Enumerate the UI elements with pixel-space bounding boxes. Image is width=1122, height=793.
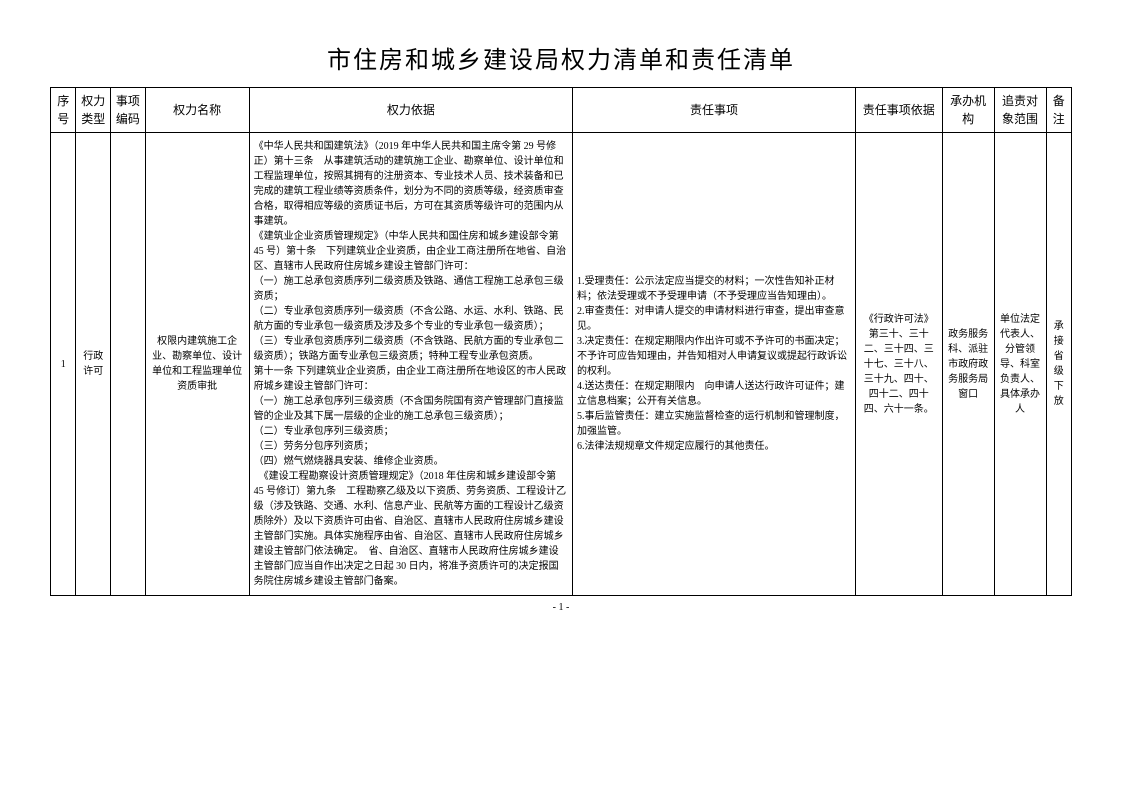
page-number: - 1 - — [50, 602, 1072, 613]
col-header-code: 事项编码 — [111, 88, 146, 133]
col-header-agency: 承办机构 — [942, 88, 994, 133]
cell-name: 权限内建筑施工企业、勘察单位、设计单位和工程监理单位资质审批 — [145, 133, 249, 596]
power-list-table: 序号 权力类型 事项编码 权力名称 权力依据 责任事项 责任事项依据 承办机构 … — [50, 87, 1072, 596]
col-header-duty: 责任事项 — [573, 88, 856, 133]
col-header-duty-basis: 责任事项依据 — [855, 88, 942, 133]
cell-agency: 政务服务科、派驻市政府政务服务局窗口 — [942, 133, 994, 596]
col-header-scope: 追责对象范围 — [994, 88, 1046, 133]
table-header-row: 序号 权力类型 事项编码 权力名称 权力依据 责任事项 责任事项依据 承办机构 … — [51, 88, 1072, 133]
cell-code — [111, 133, 146, 596]
col-header-seq: 序号 — [51, 88, 76, 133]
cell-duty-basis: 《行政许可法》第三十、三十二、三十四、三十七、三十八、三十九、四十、四十二、四十… — [855, 133, 942, 596]
col-header-basis: 权力依据 — [249, 88, 572, 133]
cell-basis: 《中华人民共和国建筑法》（2019 年中华人民共和国主席令第 29 号修正）第十… — [249, 133, 572, 596]
cell-scope: 单位法定代表人、分管领导、科室负责人、具体承办人 — [994, 133, 1046, 596]
cell-duty: 1.受理责任：公示法定应当提交的材料；一次性告知补正材料；依法受理或不予受理申请… — [573, 133, 856, 596]
col-header-type: 权力类型 — [76, 88, 111, 133]
page-title: 市住房和城乡建设局权力清单和责任清单 — [50, 40, 1072, 75]
cell-seq: 1 — [51, 133, 76, 596]
table-row: 1 行政许可 权限内建筑施工企业、勘察单位、设计单位和工程监理单位资质审批 《中… — [51, 133, 1072, 596]
cell-type: 行政许可 — [76, 133, 111, 596]
col-header-name: 权力名称 — [145, 88, 249, 133]
cell-note: 承接省级下放 — [1046, 133, 1071, 596]
col-header-note: 备注 — [1046, 88, 1071, 133]
